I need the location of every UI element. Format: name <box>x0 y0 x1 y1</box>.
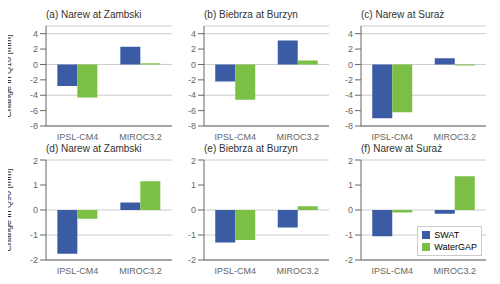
svg-text:0: 0 <box>348 60 353 70</box>
svg-text:2: 2 <box>191 44 196 54</box>
svg-text:-1: -1 <box>345 230 353 240</box>
svg-text:4: 4 <box>33 29 38 39</box>
svg-text:-2: -2 <box>345 75 353 85</box>
html-text:(f) Narew at Suraż: (f) Narew at Suraż <box>361 143 443 154</box>
svg-text:-8: -8 <box>188 121 196 131</box>
svg-text:-4: -4 <box>188 90 196 100</box>
svg-text:0: 0 <box>33 60 38 70</box>
html-text:SWAT: SWAT <box>434 230 460 240</box>
svg-text:-8: -8 <box>345 121 353 131</box>
svg-text:MIROC3.2: MIROC3.2 <box>276 266 319 276</box>
svg-text:MIROC3.2: MIROC3.2 <box>276 132 319 142</box>
svg-text:-4: -4 <box>345 90 353 100</box>
svg-text:-1: -1 <box>30 230 38 240</box>
svg-text:4: 4 <box>348 29 353 39</box>
html-text:(d) Narew at Zambski: (d) Narew at Zambski <box>46 143 142 154</box>
html-text:(e) Biebrza at Burzyn: (e) Biebrza at Burzyn <box>204 143 298 154</box>
svg-text:IPSL-CM4: IPSL-CM4 <box>371 132 413 142</box>
svg-text:Change in Q10 [mm]: Change in Q10 [mm] <box>8 34 13 117</box>
svg-text:0: 0 <box>191 205 196 215</box>
svg-text:2: 2 <box>33 44 38 54</box>
svg-text:-6: -6 <box>345 106 353 116</box>
svg-text:-2: -2 <box>188 75 196 85</box>
svg-text:4: 4 <box>191 29 196 39</box>
svg-text:IPSL-CM4: IPSL-CM4 <box>57 266 99 276</box>
svg-text:Change in Q90 [mm]: Change in Q90 [mm] <box>8 168 13 251</box>
svg-text:-2: -2 <box>30 255 38 265</box>
svg-text:-1: -1 <box>188 230 196 240</box>
html-text:(a) Narew at Zambski: (a) Narew at Zambski <box>46 9 142 20</box>
svg-text:0: 0 <box>348 205 353 215</box>
html-text:(c) Narew at Suraż: (c) Narew at Suraż <box>361 9 445 20</box>
svg-text:1: 1 <box>33 180 38 190</box>
svg-text:2: 2 <box>348 44 353 54</box>
svg-text:-8: -8 <box>30 121 38 131</box>
svg-text:-2: -2 <box>30 75 38 85</box>
svg-text:-4: -4 <box>30 90 38 100</box>
svg-text:-2: -2 <box>188 255 196 265</box>
svg-text:MIROC3.2: MIROC3.2 <box>119 132 162 142</box>
svg-text:IPSL-CM4: IPSL-CM4 <box>57 132 99 142</box>
svg-text:MIROC3.2: MIROC3.2 <box>433 132 476 142</box>
svg-text:-6: -6 <box>188 106 196 116</box>
svg-text:IPSL-CM4: IPSL-CM4 <box>371 266 413 276</box>
svg-text:-6: -6 <box>30 106 38 116</box>
svg-text:MIROC3.2: MIROC3.2 <box>433 266 476 276</box>
svg-text:2: 2 <box>33 156 38 166</box>
html-text:WaterGAP: WaterGAP <box>434 242 477 252</box>
svg-text:IPSL-CM4: IPSL-CM4 <box>214 132 256 142</box>
svg-text:0: 0 <box>33 205 38 215</box>
svg-text:2: 2 <box>191 156 196 166</box>
html-text:(b) Biebrza at Burzyn: (b) Biebrza at Burzyn <box>204 9 298 20</box>
svg-text:2: 2 <box>348 156 353 166</box>
svg-text:MIROC3.2: MIROC3.2 <box>119 266 162 276</box>
svg-text:IPSL-CM4: IPSL-CM4 <box>214 266 256 276</box>
svg-text:1: 1 <box>348 180 353 190</box>
svg-text:-2: -2 <box>345 255 353 265</box>
svg-text:0: 0 <box>191 60 196 70</box>
svg-text:1: 1 <box>191 180 196 190</box>
